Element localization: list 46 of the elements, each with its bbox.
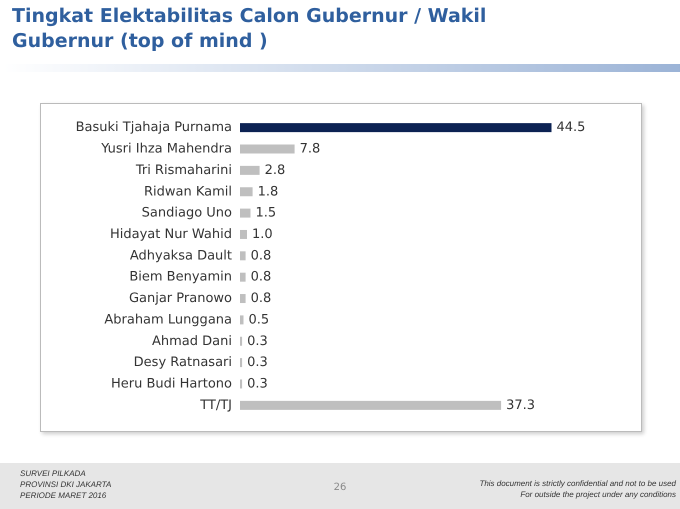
data-label: 1.8 xyxy=(258,184,278,200)
y-tick-label: Yusri Ihza Mahendra xyxy=(100,142,232,157)
bar xyxy=(240,315,244,324)
data-label: 0.3 xyxy=(247,376,268,392)
data-label: 1.5 xyxy=(256,206,276,221)
bar xyxy=(240,187,253,196)
data-label: 1.0 xyxy=(252,226,273,242)
bar xyxy=(240,208,250,218)
y-tick-label: Hidayat Nur Wahid xyxy=(110,226,232,242)
y-tick-label: Abraham Lunggana xyxy=(104,312,232,328)
bar xyxy=(240,400,502,410)
y-tick-label: Heru Budi Hartono xyxy=(111,376,232,392)
text: 26 xyxy=(332,482,348,493)
data-label: 44.5 xyxy=(556,120,586,136)
text: For outside the project under any conditions xyxy=(520,490,676,499)
data-label: 2.8 xyxy=(264,162,286,178)
bar xyxy=(240,272,246,282)
bar xyxy=(240,251,246,260)
data-label: 0.8 xyxy=(250,248,272,264)
bar xyxy=(240,144,295,154)
chart-title: Tingkat Elektabilitas Calon Gubernur / Wakil Gubernur (top of mind ) xyxy=(12,4,488,54)
y-tick-label: Adhyaksa Dault xyxy=(130,248,232,264)
bar xyxy=(240,230,247,239)
data-label: 0.8 xyxy=(250,291,272,306)
y-tick-label: Ahmad Dani xyxy=(152,334,232,349)
bar xyxy=(240,166,260,175)
data-label: 37.3 xyxy=(506,398,536,413)
data-label: 0.8 xyxy=(250,270,272,285)
data-label: 0.5 xyxy=(248,312,270,328)
y-tick-label: Ridwan Kamil xyxy=(144,184,232,200)
y-tick-label: Desy Ratnasari xyxy=(134,355,232,370)
bar xyxy=(240,294,246,304)
data-label: 0.3 xyxy=(247,355,268,370)
data-label: 7.8 xyxy=(300,142,320,157)
y-tick-label: Sandiago Uno xyxy=(142,206,232,221)
y-tick-label: TT/TJ xyxy=(199,398,232,413)
text: This document is strictly confidential and not to be used xyxy=(479,479,676,488)
text: PROVINSI DKI JAKARTA xyxy=(20,480,112,489)
y-tick-label: Basuki Tjahaja Purnama xyxy=(76,120,232,136)
data-label: 0.3 xyxy=(247,334,268,349)
y-tick-label: Tri Rismaharini xyxy=(134,162,232,178)
y-tick-label: Biem Benyamin xyxy=(129,270,232,285)
text: PERIODE MARET 2016 xyxy=(20,491,106,500)
bar xyxy=(240,123,552,132)
text: SURVEI PILKADA xyxy=(20,469,86,478)
y-tick-label: Ganjar Pranowo xyxy=(128,291,232,306)
